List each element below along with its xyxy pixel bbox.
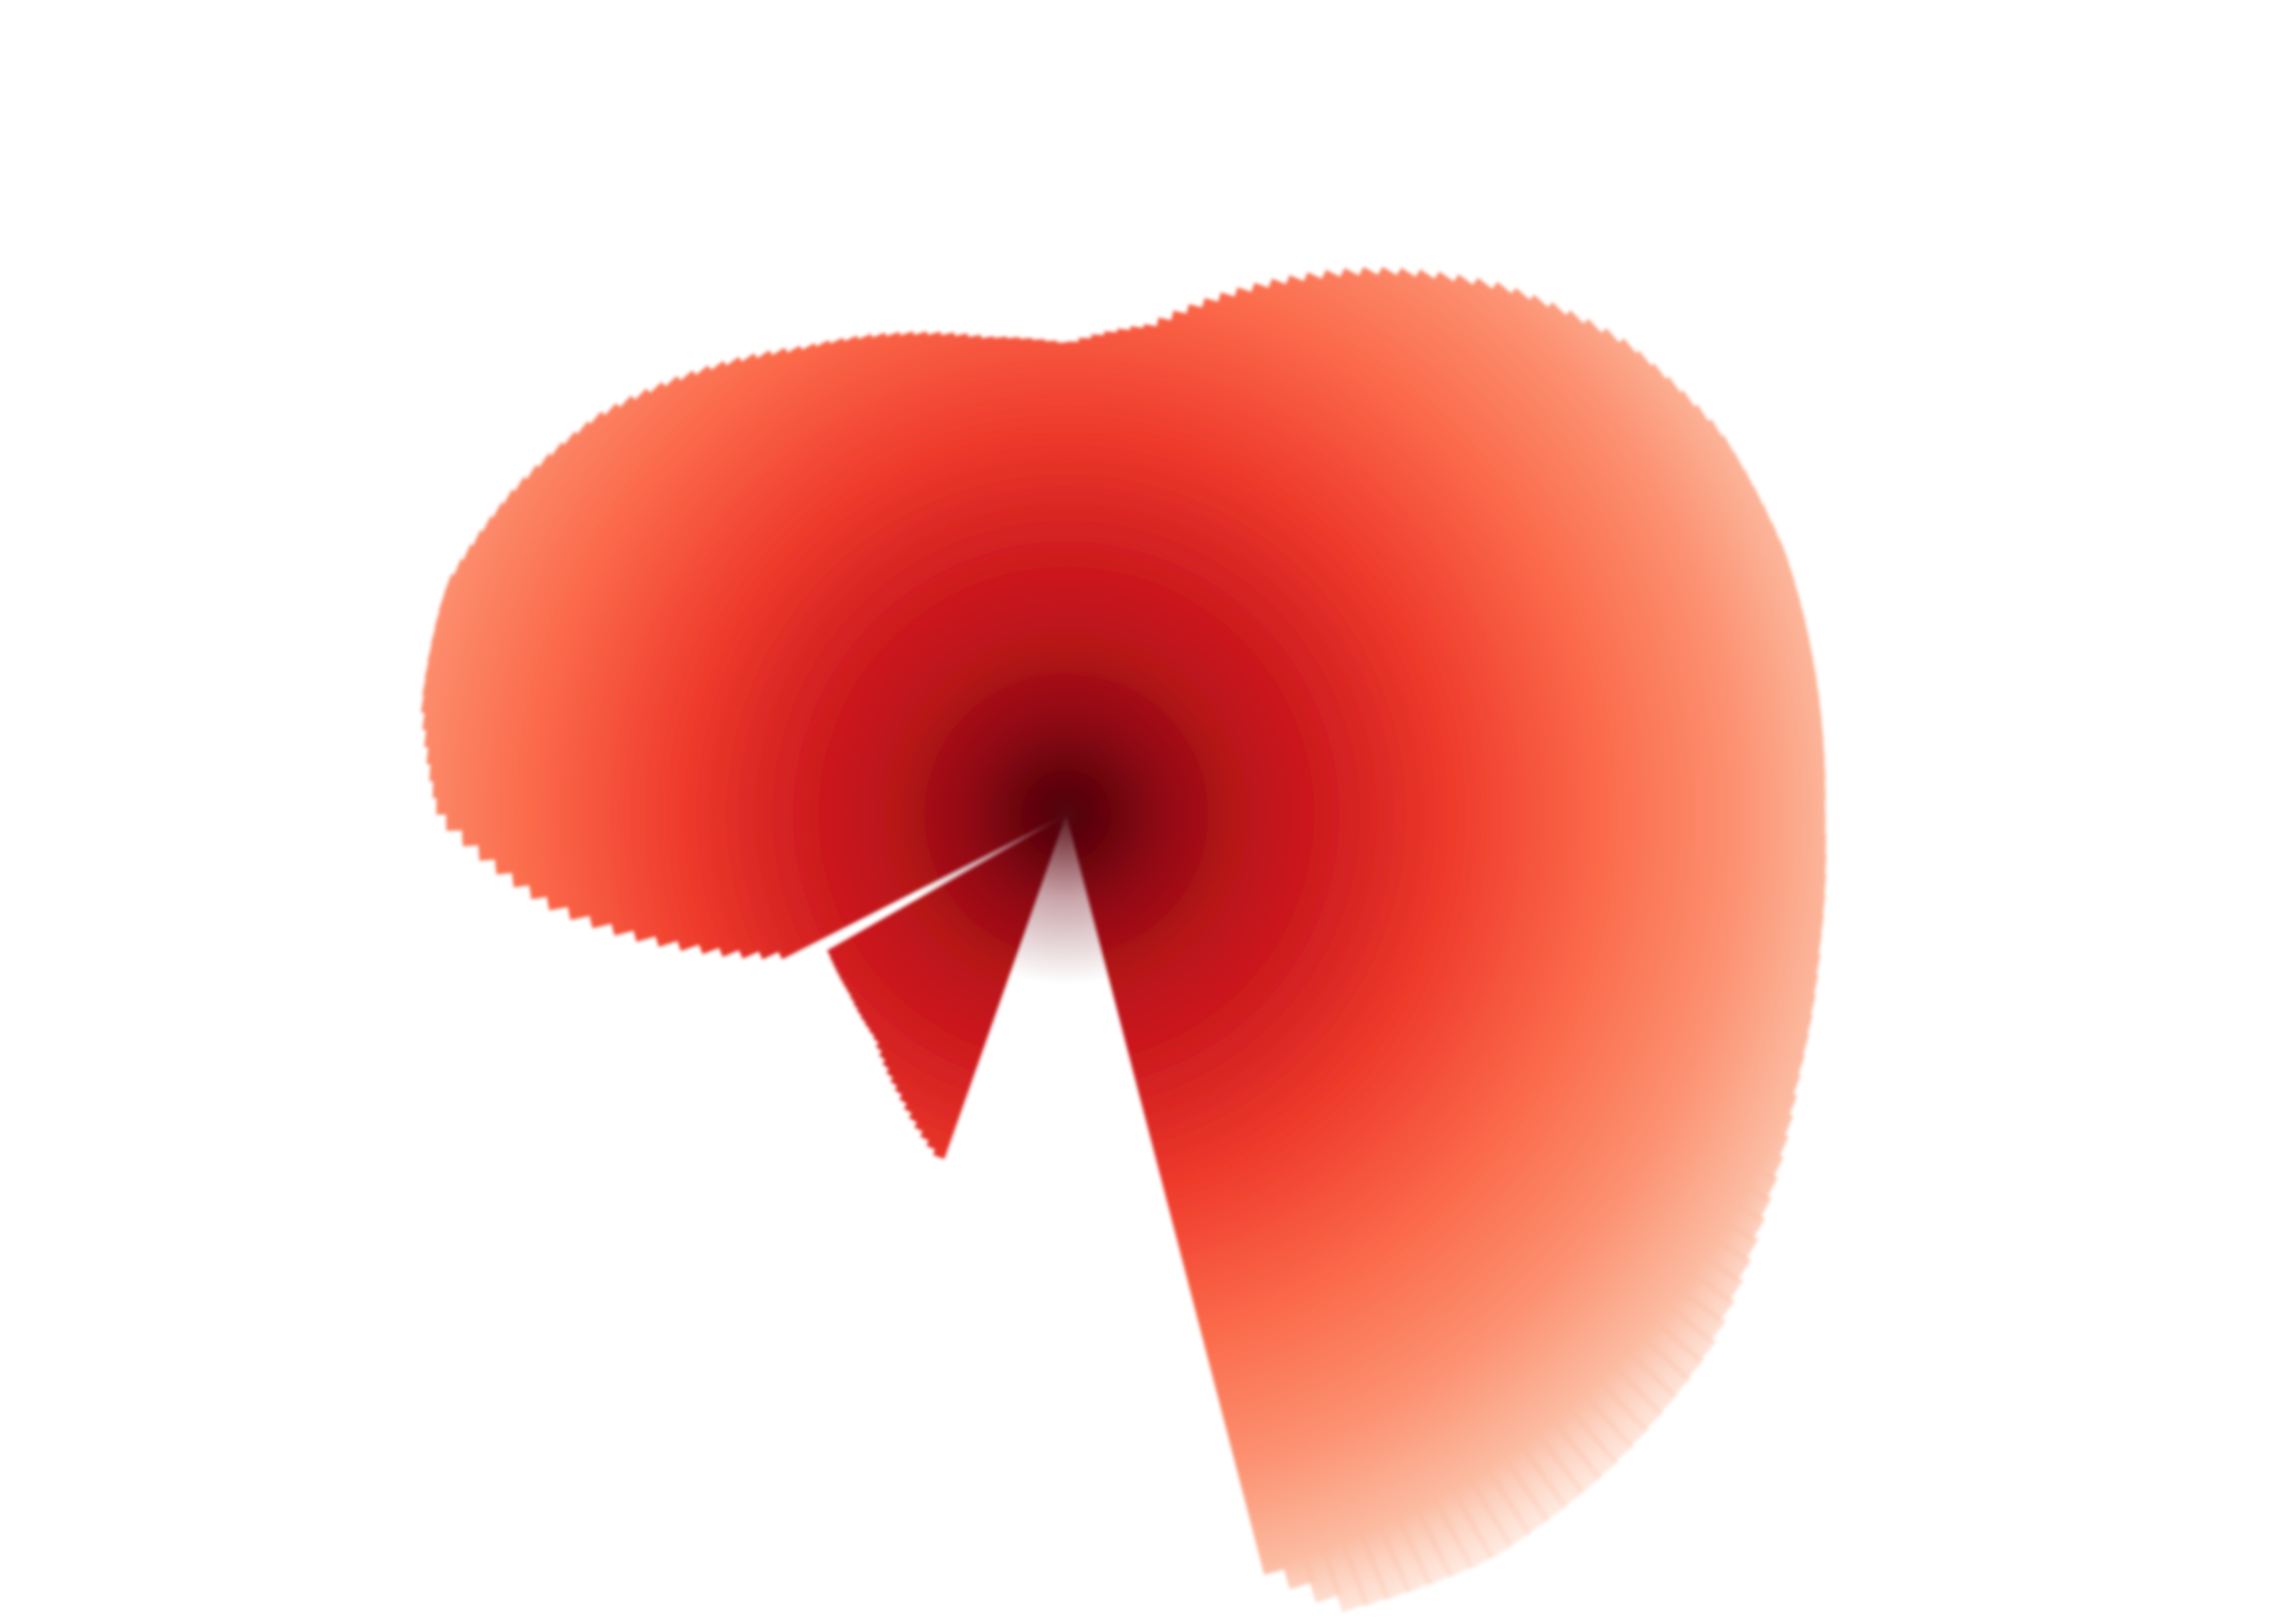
heat-sector <box>1066 363 1669 815</box>
heat-sector <box>1066 486 1765 815</box>
heat-peak <box>896 644 1236 985</box>
heat-sector <box>1066 815 1716 1363</box>
heat-sector <box>1066 754 1826 815</box>
heat-sector <box>1066 735 1825 815</box>
heat-sector <box>1066 815 1586 1508</box>
heat-sector <box>1066 815 1692 1398</box>
heat-sector <box>1066 675 1820 815</box>
heat-sector <box>1066 328 1622 815</box>
heat-sector <box>1066 597 1806 815</box>
heat-sector <box>1066 815 1568 1522</box>
heat-sector <box>1066 815 1650 1448</box>
heat-sector <box>1066 287 1533 815</box>
heat-sector <box>1066 504 1773 815</box>
heat-sector <box>1066 815 1759 1262</box>
heat-sector <box>1066 376 1684 815</box>
heat-sector <box>1066 815 1678 1415</box>
heat-sector <box>1066 616 1810 815</box>
heat-sector <box>1066 281 1515 815</box>
heat-sector <box>1066 815 1765 1241</box>
heat-sector <box>1066 815 1495 1570</box>
heat-sector <box>1066 815 1619 1480</box>
heat-sector <box>1066 815 1726 1343</box>
heat-sector <box>1066 715 1824 815</box>
heat-sector <box>1066 419 1724 815</box>
heat-sector <box>1066 521 1782 815</box>
heat-sector <box>1066 310 1588 815</box>
heat-sector <box>1066 815 1390 1607</box>
heat-sector <box>1066 815 1514 1560</box>
heat-sector <box>1066 277 1496 815</box>
heat-sector <box>1066 404 1711 815</box>
heat-sector <box>1066 294 1552 815</box>
heat-sector <box>1066 695 1822 815</box>
heat-sector <box>1066 815 1752 1282</box>
heat-sector <box>1066 815 1474 1579</box>
heat-sector <box>1066 815 1453 1587</box>
heat-sector <box>1066 815 1369 1613</box>
heat-sector <box>1066 815 1342 1603</box>
heat-sector <box>1066 636 1814 815</box>
heat-sector <box>1066 815 1772 1221</box>
heat-sector <box>1066 451 1747 815</box>
heat-sector <box>1066 775 1826 815</box>
heat-sector <box>1066 319 1605 815</box>
heat-sector <box>1066 434 1736 815</box>
heat-sector <box>1066 338 1640 815</box>
heat-sector <box>1066 540 1790 815</box>
heat-sector <box>1066 815 1315 1589</box>
heat-sector <box>1066 815 1735 1323</box>
heat-sector <box>1066 794 1826 821</box>
heat-sector <box>1066 815 1289 1575</box>
heat-sector <box>1066 815 1603 1494</box>
heat-sector <box>1066 578 1801 815</box>
heat-sector <box>1066 559 1796 815</box>
heat-sector <box>1066 302 1569 815</box>
heat-sector <box>1066 815 1705 1381</box>
heat-sector <box>1066 390 1697 815</box>
heat-sector <box>1066 815 1550 1535</box>
heat-sector <box>1066 815 1664 1432</box>
heat-sector <box>1066 815 1635 1464</box>
heat-sector <box>1066 815 1744 1303</box>
heat-sector <box>1066 815 1533 1547</box>
heat-sector <box>1066 815 1433 1594</box>
heat-sector <box>1066 656 1817 815</box>
heat-sector <box>1066 350 1654 815</box>
heat-sector <box>1066 815 1412 1601</box>
heat-sector <box>1066 815 1778 1201</box>
heat-sector <box>1066 468 1756 815</box>
